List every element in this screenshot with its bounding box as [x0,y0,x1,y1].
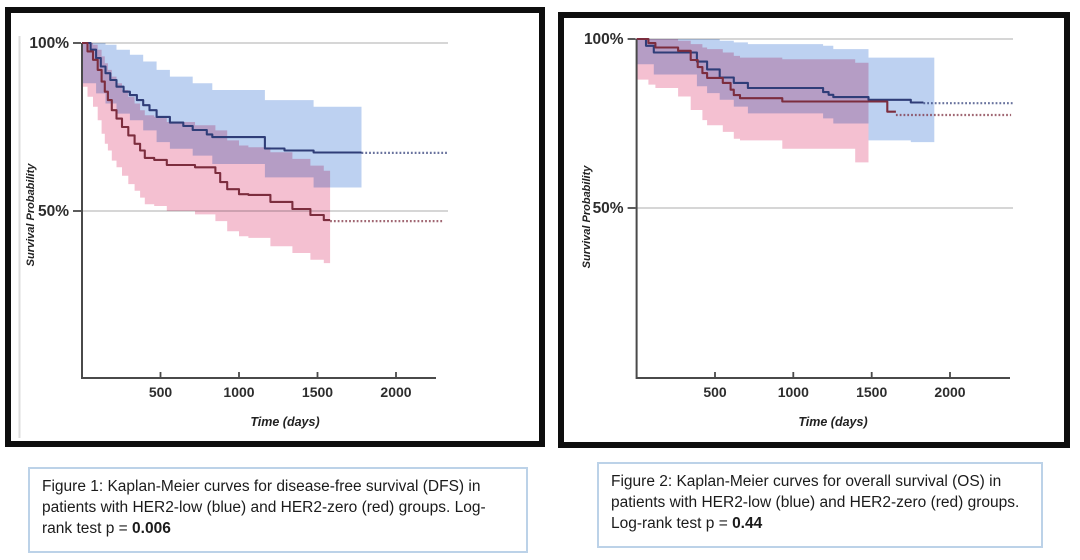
figure2-caption: Figure 2: Kaplan-Meier curves for overal… [597,462,1043,548]
figure2-caption-pvalue: 0.44 [732,515,763,533]
figure2-caption-text: Figure 2: Kaplan-Meier curves for overal… [611,473,1020,533]
figure1-caption: Figure 1: Kaplan-Meier curves for diseas… [28,467,528,553]
figure2-x-axis-label: Time (days) [798,415,868,429]
figure1-frame [5,7,545,447]
figure2-frame [558,12,1070,448]
figure2-y-axis-label-text: Survival Probability [581,165,593,269]
figure1-y-axis-label-text: Survival Probability [25,163,37,267]
figure1-caption-text: Figure 1: Kaplan-Meier curves for diseas… [42,478,486,538]
figure1-caption-pvalue: 0.006 [132,520,171,538]
figure1-x-axis-label: Time (days) [250,415,320,429]
